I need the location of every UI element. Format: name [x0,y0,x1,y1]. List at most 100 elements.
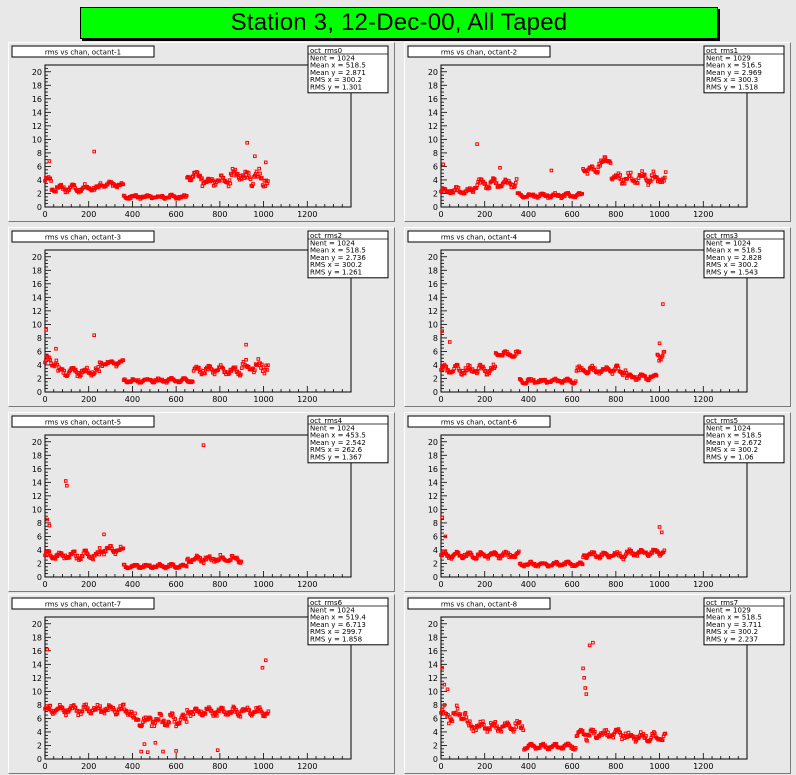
chart-title-box: rms vs chan, octant-3 [11,230,155,243]
data-point [663,170,668,174]
chart-pad-7: 0 2 4 6 8 10 12 14 16 18 20 0 200 400 600 800 1000 1200 rm… [8,594,395,774]
data-point [229,173,234,177]
data-point [486,556,491,561]
data-point [173,717,178,721]
data-point [642,172,647,177]
y-tick-label: 0 [37,755,42,764]
data-point-outlier [142,742,147,746]
x-tick-label: 1200 [297,210,317,219]
x-tick-label: 200 [81,210,96,219]
data-point [91,557,95,562]
x-tick-label: 1000 [253,395,273,404]
data-point [80,709,85,713]
data-point [247,708,251,712]
y-tick-label: 16 [32,647,42,656]
y-tick-label: 14 [32,660,42,669]
data-point [447,721,451,726]
chart-pad-8: 0 2 4 6 8 10 12 14 16 18 20 0 200 400 600 800 1000 1200 rm… [404,594,791,774]
data-point [201,561,206,565]
x-tick-label: 1000 [649,762,669,771]
data-point [102,711,107,716]
data-point [97,369,102,373]
y-tick-label: 18 [428,81,438,90]
data-point [221,706,225,710]
data-point [662,548,667,553]
stats-line: RMS x = 300.2 [706,628,758,636]
data-point [121,702,126,707]
data-point [492,177,497,182]
data-point [73,705,78,710]
data-point [188,714,193,718]
stats-line: Mean y = 2.672 [706,439,762,447]
data-point [585,739,589,743]
y-tick-label: 16 [32,95,42,104]
data-point [129,709,134,714]
y-tick-label: 6 [37,162,42,171]
data-point [493,364,498,369]
y-tick-label: 16 [32,465,42,474]
data-point [209,708,214,713]
y-tick-label: 16 [428,95,438,104]
chart-title-box: rms vs chan, octant-1 [11,45,155,58]
data-point [244,357,248,362]
y-tick-label: 6 [37,532,42,541]
y-tick-label: 20 [32,620,42,629]
data-point [133,711,137,716]
data-point [253,368,257,373]
x-tick-label: 800 [212,762,227,771]
x-tick-label: 600 [169,210,184,219]
y-tick-label: 14 [428,293,438,302]
stats-line: Nent = 1024 [310,606,355,614]
chart-title: rms vs chan, octant-8 [441,601,517,609]
x-tick-label: 1200 [297,762,317,771]
y-tick-label: 10 [32,320,42,329]
y-tick-label: 2 [433,374,438,383]
data-point-outlier [583,686,588,690]
data-point [611,735,616,740]
y-tick-label: 8 [37,519,42,528]
data-point [554,742,559,746]
data-point [463,711,468,715]
stats-line: RMS y = 1.301 [310,84,362,92]
y-tick-label: 14 [32,108,42,117]
data-point [177,721,182,726]
y-tick-label: 20 [32,438,42,447]
y-tick-label: 6 [37,714,42,723]
data-point-outlier [145,750,150,755]
y-tick-label: 2 [37,374,42,383]
y-tick-label: 8 [433,519,438,528]
data-point [266,363,270,368]
data-point [62,368,67,373]
data-point [200,176,204,181]
data-points [43,443,244,571]
data-point [233,167,237,172]
y-tick-label: 8 [433,149,438,158]
stats-line: Mean y = 3.711 [706,621,762,629]
x-tick-label: 200 [477,762,492,771]
y-tick-label: 4 [37,728,42,737]
stats-line: RMS y = 1.261 [310,269,362,277]
y-tick-label: 10 [32,505,42,514]
data-point [662,349,667,354]
y-tick-label: 0 [433,573,438,582]
data-point [580,729,585,733]
data-point [652,731,657,735]
data-point [258,171,262,176]
data-point [520,724,525,729]
chart-title-box: rms vs chan, octant-7 [11,597,155,610]
data-point [121,182,126,187]
data-point-outlier [263,160,268,165]
data-point [654,373,659,378]
data-point-outlier [201,443,206,447]
data-point [585,172,590,176]
stats-line: Mean y = 6.713 [310,621,366,629]
y-tick-label: 4 [433,546,438,555]
stats-line: RMS y = 1.543 [706,269,758,277]
y-tick-label: 12 [32,122,42,131]
data-point-outlier [584,692,589,696]
y-tick-label: 0 [37,203,42,212]
y-tick-label: 14 [32,293,42,302]
